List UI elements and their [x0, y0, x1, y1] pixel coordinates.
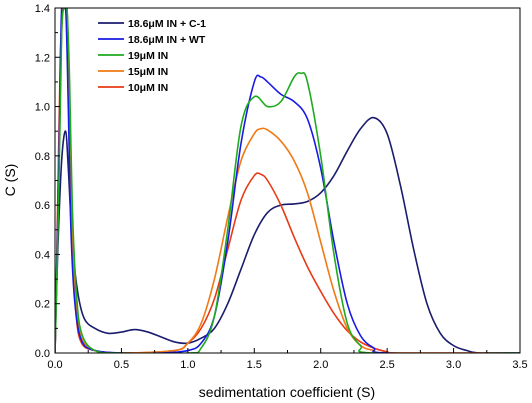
- legend-label-1: 18.6μM IN + WT: [128, 34, 206, 46]
- plot-frame: [54, 7, 521, 354]
- series-line-2: [55, 8, 520, 353]
- x-tick-label: 1.5: [247, 359, 262, 371]
- legend-label-4: 10μM IN: [128, 82, 168, 94]
- legend-label-3: 15μM IN: [128, 66, 168, 78]
- x-tick-label: 0.5: [114, 359, 129, 371]
- x-tick-label: 2.0: [313, 359, 328, 371]
- x-tick-label: 1.0: [180, 359, 195, 371]
- legend: 18.6μM IN + C-1 18.6μM IN + WT 19μM IN 15μM…: [98, 18, 206, 94]
- series-layer: [55, 8, 520, 353]
- y-tick-label: 0.2: [35, 299, 50, 311]
- y-tick-label: 0.6: [35, 200, 50, 212]
- y-tick-label: 1.4: [35, 3, 50, 15]
- legend-label-2: 19μM IN: [128, 50, 168, 62]
- x-tick-label: 3.5: [512, 359, 527, 371]
- y-tick-label: 1.0: [35, 102, 50, 114]
- legend-label-0: 18.6μM IN + C-1: [128, 18, 206, 30]
- series-line-1: [55, 8, 520, 353]
- series-line-0: [55, 116, 520, 353]
- y-tick-label: 0.0: [35, 348, 50, 360]
- x-tick-label: 0.0: [47, 359, 62, 371]
- x-axis-title: sedimentation coefficient (S): [199, 384, 375, 400]
- y-axis-title: C (S): [2, 164, 18, 197]
- series-line-3: [55, 8, 520, 353]
- series-line-4: [55, 8, 520, 353]
- x-tick-label: 3.0: [446, 359, 461, 371]
- x-tick-label: 2.5: [379, 359, 394, 371]
- axis-ticks: 0.0 0.5 1.0 1.5 2.0 2.5 3.0 3.5 0.0 0.2 0.4 0.6 0.8 1…: [35, 3, 528, 371]
- y-tick-label: 0.8: [35, 151, 50, 163]
- y-tick-label: 0.4: [35, 249, 50, 261]
- y-tick-label: 1.2: [35, 52, 50, 64]
